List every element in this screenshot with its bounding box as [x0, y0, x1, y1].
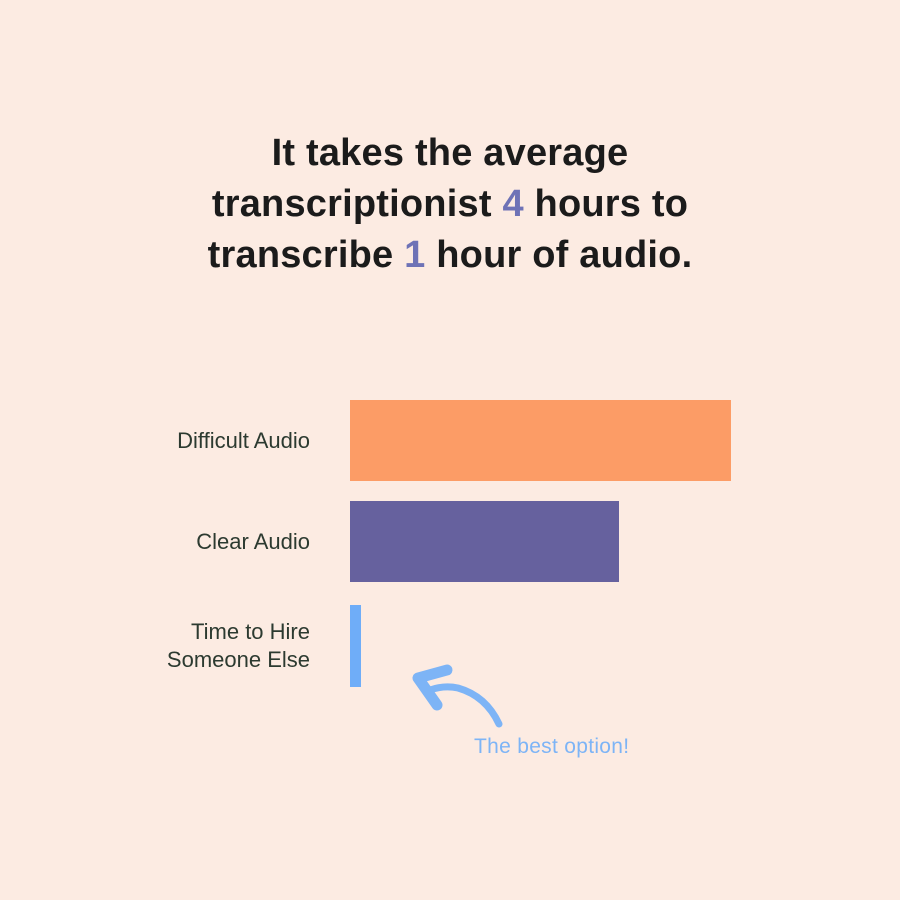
- title-line-3: transcribe 1 hour of audio.: [207, 234, 693, 276]
- bar-row-clear-audio: Clear Audio: [0, 501, 619, 582]
- bar-label-time-to-hire: Time to Hire Someone Else: [166, 619, 310, 672]
- accent-number-1: 1: [404, 234, 426, 276]
- accent-number-4: 4: [502, 183, 524, 225]
- bar-difficult-audio: [350, 400, 731, 481]
- bar-time-to-hire: [350, 605, 361, 687]
- bar-clear-audio: [350, 501, 619, 582]
- title-line-1: It takes the average: [271, 132, 629, 174]
- title-line-2: transcriptionist 4 hours to: [211, 183, 689, 225]
- bar-label-clear-audio: Clear Audio: [196, 528, 310, 554]
- page-title: It takes the average transcriptionist 4 …: [0, 128, 900, 281]
- bar-row-difficult-audio: Difficult Audio: [0, 400, 731, 481]
- bar-label-difficult-audio: Difficult Audio: [177, 427, 310, 453]
- annotation-best-option: The best option!: [474, 735, 630, 758]
- bar-row-time-to-hire: Time to Hire Someone Else: [0, 605, 361, 687]
- hand-drawn-arrow-icon: [412, 664, 503, 728]
